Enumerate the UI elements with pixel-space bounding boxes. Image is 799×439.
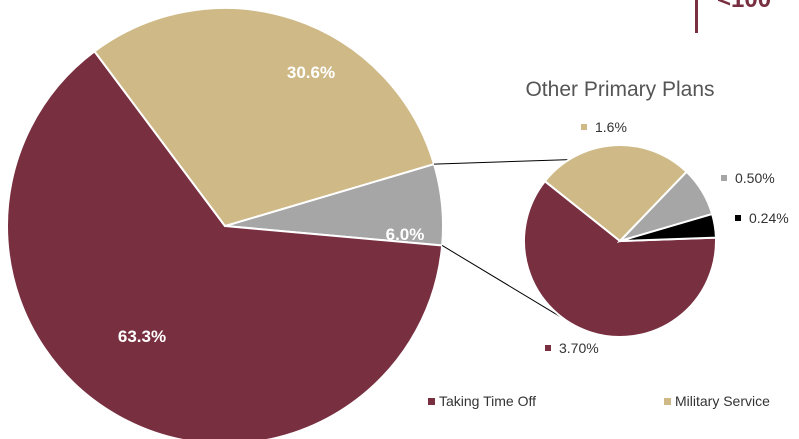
legend-swatch-taking-time-off	[428, 398, 435, 405]
sub-pie	[522, 144, 717, 338]
main-label-military-service: 30.6%	[287, 63, 335, 82]
sub-slice-1	[522, 179, 717, 338]
sub-slice-4	[619, 212, 717, 242]
sub-label-3: 0.50%	[735, 170, 775, 186]
main-slice-military-service	[93, 7, 436, 228]
sub-slice-2	[543, 144, 688, 243]
main-label-taking-time-off: 63.3%	[118, 327, 166, 346]
connector-line-top	[434, 159, 570, 165]
legend-swatch-military-service	[664, 398, 671, 405]
legend-label-military-service: Military Service	[675, 393, 770, 409]
sub-label-4: 0.24%	[749, 210, 789, 226]
main-label-other-primary-plans: 6.0%	[386, 225, 425, 244]
sub-label-2: 1.6%	[595, 119, 627, 135]
slice-labels: 63.3% 30.6% 6.0% 3.70% 1.6% 0.50% 0.24%	[118, 63, 789, 356]
sub-pie-title: Other Primary Plans	[525, 78, 714, 101]
connector-line-bottom	[441, 245, 564, 320]
legend-label-taking-time-off: Taking Time Off	[439, 393, 536, 409]
corner-label: <100	[717, 0, 771, 14]
sub-label-1: 3.70%	[559, 340, 599, 356]
legend: Taking Time Off Military Service	[428, 393, 770, 409]
sub-label-marker-2	[581, 124, 587, 130]
sub-label-marker-3	[721, 175, 727, 181]
main-slice-taking-time-off	[6, 49, 444, 439]
sub-label-marker-1	[545, 345, 551, 351]
connector-lines	[434, 159, 570, 320]
main-pie	[6, 7, 444, 439]
corner-divider	[695, 0, 698, 33]
sub-label-marker-4	[735, 215, 741, 221]
